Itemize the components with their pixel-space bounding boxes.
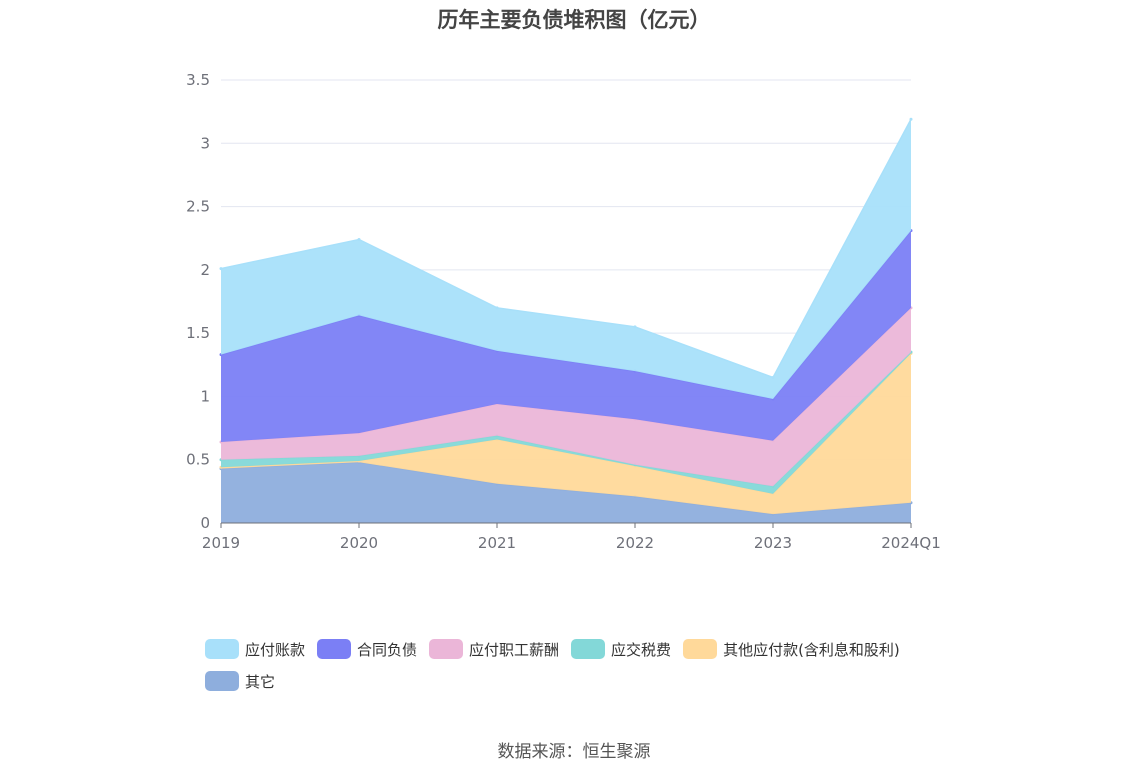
legend-label: 其他应付款(含利息和股利) <box>723 640 900 659</box>
legend-swatch <box>205 639 239 659</box>
axes: 0 0.5 1 1.5 2 2.5 3 3.5 2019 2020 2021 2022 2023 2024… <box>186 71 941 552</box>
y-tick-label: 1 <box>200 387 210 405</box>
y-tick-label: 2.5 <box>186 198 210 216</box>
area-series-4 <box>221 230 911 442</box>
legend-item[interactable]: 应付职工薪酬 <box>429 638 559 660</box>
legend-item[interactable]: 应付账款 <box>205 638 305 660</box>
area-series-1 <box>221 353 911 515</box>
data-point <box>771 375 775 379</box>
x-tick-label: 2021 <box>478 534 516 552</box>
chart-title: 历年主要负债堆积图（亿元） <box>437 8 711 32</box>
data-point <box>495 306 499 310</box>
legend-label: 应付职工薪酬 <box>469 640 560 659</box>
data-point <box>219 267 223 271</box>
legend-label: 其它 <box>245 672 276 691</box>
legend-label: 应交税费 <box>611 640 672 659</box>
area-series-0 <box>221 462 911 523</box>
legend-item[interactable]: 合同负债 <box>317 638 417 660</box>
legend-swatch <box>571 639 606 659</box>
x-tick-label: 2023 <box>754 534 792 552</box>
y-tick-label: 2 <box>200 261 210 279</box>
data-source: 数据来源：恒生聚源 <box>497 742 651 762</box>
area-series-3 <box>221 307 911 487</box>
legend-item[interactable]: 应交税费 <box>571 638 671 660</box>
data-point <box>357 237 361 241</box>
x-tick-label: 2019 <box>202 534 240 552</box>
y-tick-label: 0 <box>200 514 210 532</box>
x-tick-label: 2020 <box>340 534 378 552</box>
legend-swatch <box>317 639 352 659</box>
x-tick-label: 2022 <box>616 534 654 552</box>
data-point <box>633 325 637 329</box>
legend-swatch <box>683 639 718 659</box>
legend-swatch <box>429 639 464 659</box>
line-series-5 <box>220 118 912 379</box>
legend-label: 应付账款 <box>245 640 306 659</box>
legend-item[interactable]: 其它 <box>205 670 275 692</box>
legend-item[interactable]: 其他应付款(含利息和股利) <box>683 638 900 660</box>
area-layer <box>219 117 913 523</box>
y-tick-label: 3 <box>200 134 210 152</box>
y-tick-label: 1.5 <box>186 324 210 342</box>
y-tick-label: 3.5 <box>186 71 210 89</box>
legend-swatch <box>205 671 239 691</box>
x-tick-label: 2024Q1 <box>881 534 941 552</box>
legend: 应付账款 合同负债 应付职工薪酬 应交税费 其他应付款(含利息和股利) 其它 <box>205 638 965 692</box>
y-tick-label: 0.5 <box>186 451 210 469</box>
legend-label: 合同负债 <box>357 640 418 659</box>
data-point <box>909 117 913 121</box>
area-series-5 <box>221 119 911 399</box>
